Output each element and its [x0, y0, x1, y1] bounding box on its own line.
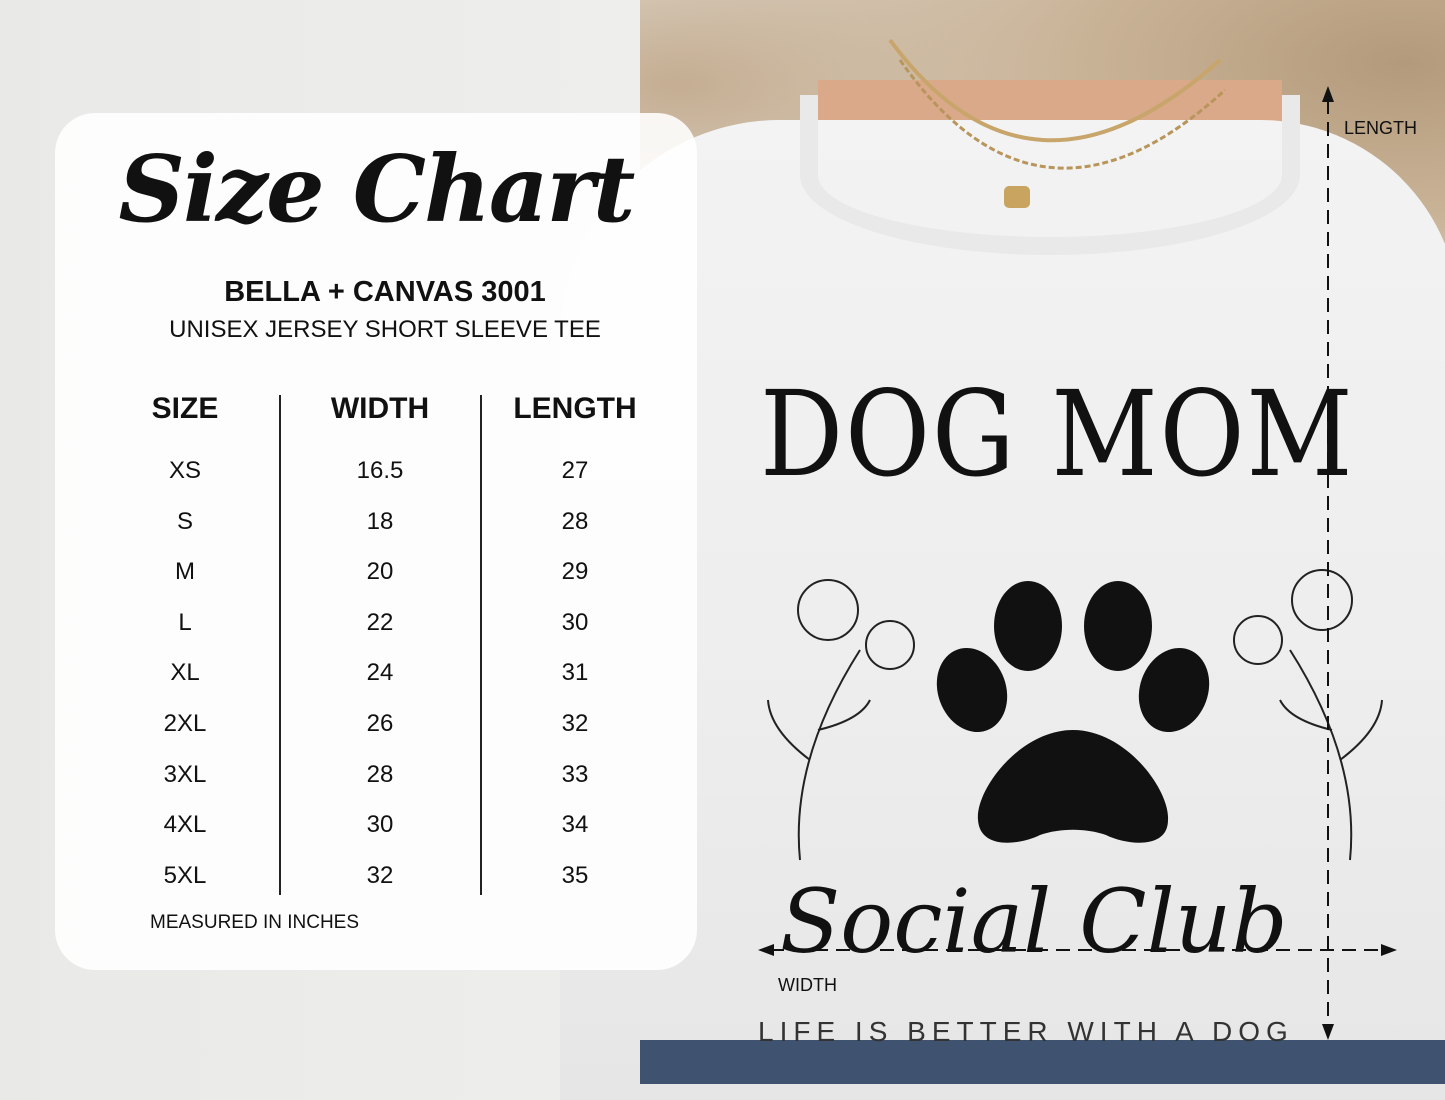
table-cell: 26	[366, 710, 394, 737]
table-cell: S	[176, 507, 193, 535]
table-cell: L	[178, 608, 192, 636]
arrow-down-icon	[1322, 1024, 1334, 1040]
table-cell: 30	[366, 811, 394, 839]
table-cell: XL	[170, 659, 200, 687]
column-divider	[480, 395, 482, 895]
shirt-script: Social Club	[780, 870, 1288, 973]
table-cell: 29	[561, 558, 589, 586]
shirt-headline: DOG MOM	[760, 365, 1355, 503]
column-header: LENGTH	[513, 392, 637, 425]
table-cell: 3XL	[163, 760, 207, 788]
necklace	[888, 38, 1222, 143]
width-label: WIDTH	[778, 975, 837, 995]
chart-title: Size Chart	[118, 135, 636, 243]
table-cell: 5XL	[163, 861, 207, 889]
table-cell: 4XL	[163, 811, 207, 839]
table-cell: 24	[366, 659, 394, 687]
pendant	[1004, 186, 1030, 208]
arrow-left-icon	[758, 944, 774, 956]
brand-name: BELLA + CANVAS 3001	[224, 276, 546, 308]
column-divider	[279, 395, 281, 895]
table-cell: 20	[366, 558, 394, 586]
column-header: SIZE	[151, 392, 219, 425]
product-name: UNISEX JERSEY SHORT SLEEVE TEE	[169, 316, 601, 343]
table-cell: XS	[168, 457, 201, 484]
column-header: WIDTH	[330, 392, 430, 425]
table-cell: 32	[366, 861, 394, 889]
table-cell: 35	[561, 861, 589, 889]
table-cell: 31	[561, 659, 589, 687]
table-cell: 28	[366, 760, 394, 788]
arrow-up-icon	[1322, 86, 1334, 102]
shirt-tagline: LIFE IS BETTER WITH A DOG	[758, 1016, 1294, 1047]
table-cell: 2XL	[163, 710, 207, 737]
table-cell: 30	[561, 608, 589, 636]
table-cell: 16.5	[356, 457, 404, 484]
table-cell: 27	[561, 457, 589, 484]
flower-icon	[1233, 569, 1383, 861]
length-label: LENGTH	[1344, 118, 1418, 138]
jeans	[640, 1040, 1445, 1084]
table-cell: M	[175, 558, 195, 586]
table-cell: 34	[561, 811, 589, 839]
flower-icon	[767, 579, 915, 861]
chain-necklace	[898, 59, 1227, 170]
arrow-right-icon	[1381, 944, 1397, 956]
table-cell: 28	[561, 507, 589, 535]
table-cell: 18	[366, 507, 394, 535]
paw-print-icon	[936, 581, 1210, 843]
table-cell: 32	[561, 710, 589, 737]
table-cell: 22	[366, 608, 394, 636]
measurement-note: MEASURED IN INCHES	[150, 912, 360, 933]
size-chart-card	[55, 113, 697, 970]
table-cell: 33	[561, 760, 589, 788]
